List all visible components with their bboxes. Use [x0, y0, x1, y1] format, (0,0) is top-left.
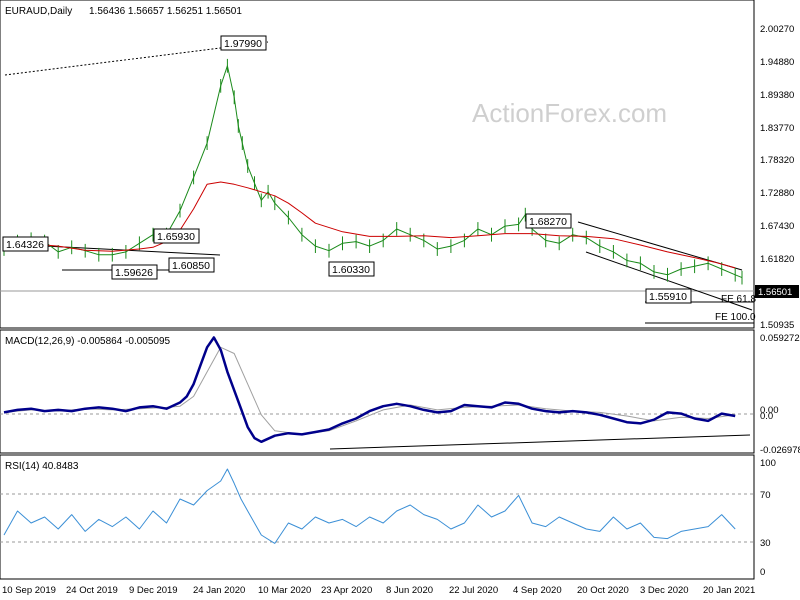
label-1-60330: 1.60330 [332, 264, 370, 276]
rsi-tick: 100 [760, 458, 776, 469]
rsi-line [3, 468, 736, 544]
label-fe-61-8: FE 61.8 [721, 294, 756, 305]
macd-tick: 0.059272 [760, 333, 800, 344]
watermark: ActionForex.com [472, 98, 667, 128]
x-tick: 23 Apr 2020 [321, 585, 372, 596]
x-tick: 10 Sep 2019 [2, 585, 56, 596]
annotation-1-60850: 1.60850 [168, 257, 215, 273]
macd-tick: -0.026978 [760, 445, 800, 456]
x-tick: 22 Jul 2020 [449, 585, 498, 596]
annotation-1-55910: 1.55910 [645, 288, 692, 304]
x-axis: 10 Sep 2019 24 Oct 2019 9 Dec 2019 24 Ja… [2, 585, 755, 596]
macd-tick: 0.00 [760, 405, 779, 416]
rsi-tick: 30 [760, 538, 771, 549]
x-tick: 4 Sep 2020 [513, 585, 562, 596]
rsi-panel-title: RSI(14) 40.8483 [5, 461, 79, 472]
current-price-box: 1.56501 [755, 285, 799, 298]
label-1-59626: 1.59626 [115, 267, 153, 279]
label-1-55910: 1.55910 [649, 291, 687, 303]
price-tick: 1.94880 [760, 57, 794, 68]
x-tick: 9 Dec 2019 [129, 585, 178, 596]
x-tick: 20 Jan 2021 [703, 585, 755, 596]
label-1-97990: 1.97990 [224, 38, 262, 50]
annotation-1-68270: 1.68270 [525, 213, 572, 229]
price-y-axis: 2.00270 1.94880 1.89380 1.83770 1.78320 … [760, 24, 794, 331]
price-tick: 1.50935 [760, 320, 794, 331]
ma-line [4, 181, 736, 269]
price-panel-title: EURAUD,Daily [5, 6, 72, 17]
annotation-1-60330: 1.60330 [328, 261, 375, 277]
x-tick: 20 Oct 2020 [577, 585, 629, 596]
price-tick: 1.83770 [760, 123, 794, 134]
annotation-1-65930: 1.65930 [153, 228, 200, 244]
annotation-1-64326: 1.64326 [2, 236, 49, 252]
macd-panel [0, 329, 755, 454]
price-line [3, 65, 743, 279]
rsi-tick: 0 [760, 567, 765, 578]
label-1-60850: 1.60850 [172, 260, 210, 272]
annotation-1-59626: 1.59626 [111, 264, 158, 280]
annotation-1-97990: 1.97990 [220, 35, 267, 51]
price-tick: 2.00270 [760, 24, 794, 35]
rsi-tick: 70 [760, 490, 771, 501]
price-tick: 1.72880 [760, 188, 794, 199]
macd-trendline [329, 434, 751, 450]
label-1-68270: 1.68270 [529, 216, 567, 228]
macd-tick: 0.0 [760, 411, 773, 422]
x-tick: 8 Jun 2020 [386, 585, 433, 596]
x-tick: 24 Jan 2020 [193, 585, 245, 596]
price-tick: 1.61820 [760, 254, 794, 265]
macd-panel-title: MACD(12,26,9) -0.005864 -0.005095 [5, 336, 171, 347]
current-price-label: 1.56501 [758, 287, 792, 298]
macd-y-axis: 0.059272 0.00 0.0 -0.026978 [760, 333, 800, 456]
macd-line [3, 336, 736, 444]
label-fe-100: FE 100.0 [715, 312, 756, 323]
price-tick: 1.78320 [760, 155, 794, 166]
x-tick: 24 Oct 2019 [66, 585, 118, 596]
price-panel-ohlc: 1.56436 1.56657 1.56251 1.56501 [89, 6, 242, 17]
price-tick: 1.67430 [760, 221, 794, 232]
channel-lower-line [585, 251, 753, 311]
label-1-64326: 1.64326 [6, 239, 44, 251]
x-tick: 10 Mar 2020 [258, 585, 311, 596]
label-1-65930: 1.65930 [157, 231, 195, 243]
series-layer [3, 58, 743, 544]
x-tick: 3 Dec 2020 [640, 585, 689, 596]
rsi-panel [0, 454, 755, 580]
rsi-y-axis: 100 70 30 0 [760, 458, 776, 578]
price-tick: 1.89380 [760, 90, 794, 101]
